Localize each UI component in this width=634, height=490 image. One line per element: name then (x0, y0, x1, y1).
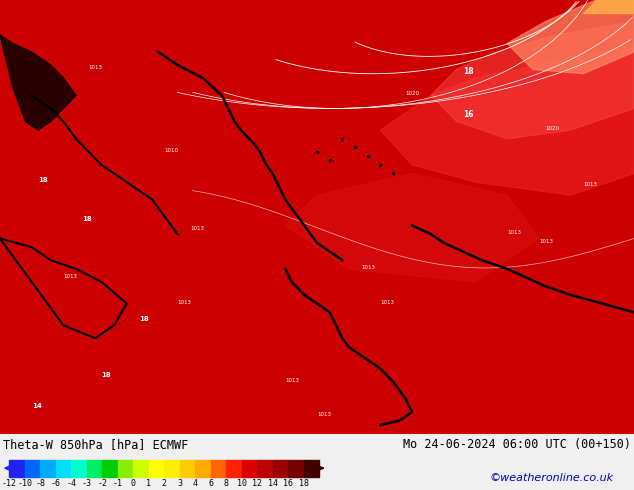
Text: -6: -6 (51, 479, 61, 489)
Text: 16: 16 (463, 110, 474, 119)
Text: 1013: 1013 (317, 412, 331, 417)
Bar (87, 460, 102, 477)
Text: 18: 18 (463, 67, 474, 76)
Text: 1013: 1013 (507, 230, 521, 235)
Text: 1013: 1013 (361, 265, 375, 270)
Bar (164, 460, 179, 477)
Text: 10: 10 (236, 479, 247, 489)
Text: 18: 18 (101, 372, 111, 378)
Text: -4: -4 (67, 479, 76, 489)
Bar (195, 460, 210, 477)
Text: 1010: 1010 (165, 148, 179, 153)
Bar (25, 460, 41, 477)
Text: 1020: 1020 (545, 126, 559, 131)
Text: 3: 3 (177, 479, 182, 489)
Text: 1: 1 (146, 479, 152, 489)
Bar (304, 460, 319, 477)
Text: 1013: 1013 (380, 299, 394, 305)
Polygon shape (285, 173, 539, 282)
Text: ©weatheronline.co.uk: ©weatheronline.co.uk (489, 473, 614, 483)
Bar (71, 460, 87, 477)
Bar (288, 460, 304, 477)
Text: 16: 16 (283, 479, 293, 489)
Polygon shape (583, 0, 634, 13)
Text: 12: 12 (252, 479, 262, 489)
Bar (56, 460, 71, 477)
Bar (226, 460, 242, 477)
Text: 1013: 1013 (190, 226, 204, 231)
Bar (210, 460, 226, 477)
Text: 0: 0 (131, 479, 136, 489)
Text: 14: 14 (268, 479, 278, 489)
Polygon shape (380, 44, 634, 195)
Bar (41, 460, 56, 477)
Bar (179, 460, 195, 477)
Text: 8: 8 (224, 479, 229, 489)
Text: -2: -2 (97, 479, 107, 489)
Text: 1013: 1013 (63, 273, 77, 278)
Polygon shape (431, 22, 634, 139)
Text: 1013: 1013 (583, 182, 597, 188)
Text: 6: 6 (208, 479, 213, 489)
Text: 18: 18 (82, 216, 92, 222)
Text: 18: 18 (299, 479, 309, 489)
Bar (118, 460, 133, 477)
Bar (273, 460, 288, 477)
Text: 18: 18 (38, 177, 48, 183)
Text: -8: -8 (36, 479, 46, 489)
Polygon shape (0, 35, 76, 130)
Text: 18: 18 (139, 316, 149, 322)
Bar (102, 460, 118, 477)
Bar (149, 460, 164, 477)
Text: 14: 14 (32, 403, 42, 409)
Text: 1013: 1013 (539, 239, 553, 244)
Text: -10: -10 (17, 479, 32, 489)
Bar (242, 460, 257, 477)
Text: Mo 24-06-2024 06:00 UTC (00+150): Mo 24-06-2024 06:00 UTC (00+150) (403, 438, 631, 451)
Bar (257, 460, 273, 477)
Bar (10, 460, 25, 477)
Text: Theta-W 850hPa [hPa] ECMWF: Theta-W 850hPa [hPa] ECMWF (3, 438, 188, 451)
Text: -1: -1 (113, 479, 123, 489)
Text: 1013: 1013 (285, 378, 299, 383)
Text: -3: -3 (82, 479, 92, 489)
Bar (133, 460, 149, 477)
Text: 2: 2 (162, 479, 167, 489)
Text: 1020: 1020 (406, 92, 420, 97)
Polygon shape (507, 0, 634, 74)
Text: 1013: 1013 (89, 65, 103, 71)
Text: 4: 4 (193, 479, 198, 489)
Text: 1013: 1013 (178, 299, 191, 305)
Text: -12: -12 (2, 479, 17, 489)
